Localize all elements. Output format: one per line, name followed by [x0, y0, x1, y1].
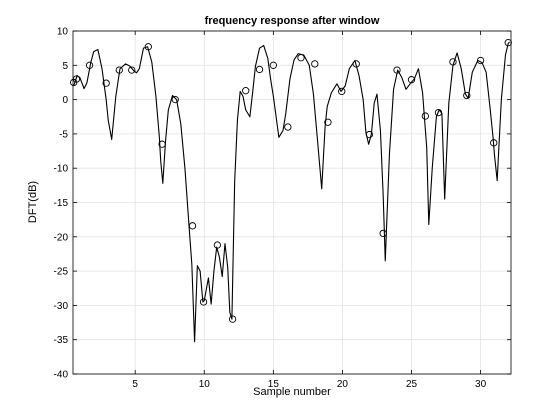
data-point-marker [393, 66, 401, 74]
x-tick-label: 10 [199, 379, 211, 390]
data-point-marker [213, 241, 222, 249]
data-point-marker [115, 66, 123, 74]
data-point-marker [188, 222, 197, 230]
data-point-marker [324, 118, 332, 126]
data-point-marker [284, 123, 292, 131]
data-point-marker [421, 112, 429, 120]
y-tick-label: 5 [62, 61, 68, 72]
x-tick-label: 30 [475, 379, 487, 390]
y-tick-label: -40 [54, 370, 69, 381]
data-point-marker [199, 298, 208, 306]
data-point-marker [407, 76, 416, 84]
y-axis-label: DFT(dB) [27, 181, 39, 223]
data-point-marker [311, 60, 319, 68]
chart-title: frequency response after window [205, 15, 380, 27]
y-tick-label: -15 [54, 198, 69, 209]
data-point-marker [365, 130, 374, 139]
data-point-marker [338, 87, 346, 96]
data-point-marker [228, 315, 237, 323]
data-point-marker [297, 54, 305, 62]
y-tick-label: -30 [54, 301, 69, 312]
x-tick-label: 25 [406, 379, 418, 390]
x-axis-label: Sample number [253, 386, 331, 398]
data-point-marker [242, 87, 250, 95]
axis-ticks: 5 10 15 20 25 30 10 5 0 -5 -10 -15 -20 -25 -30 -35 -40 [54, 27, 511, 390]
x-tick-label: 20 [337, 379, 349, 390]
y-tick-label: -25 [54, 267, 69, 278]
data-point-marker [102, 79, 110, 87]
data-point-marker [255, 65, 264, 74]
x-tick-label: 5 [132, 379, 138, 390]
data-point-marker [379, 229, 387, 238]
data-point-marker [504, 39, 512, 47]
data-point-marker [269, 61, 277, 69]
data-point-marker [449, 58, 457, 66]
y-tick-label: -35 [54, 335, 69, 346]
y-tick-label: -5 [59, 129, 68, 140]
data-point-marker [490, 139, 498, 147]
y-tick-label: -20 [54, 232, 69, 243]
data-point-marker [158, 140, 166, 148]
data-point-marker [171, 95, 179, 104]
data-point-marker [352, 60, 360, 68]
y-tick-label: 0 [62, 95, 68, 106]
data-point-marker [434, 108, 443, 117]
x-tick-label: 15 [268, 379, 280, 390]
data-point-marker [128, 66, 136, 74]
data-point-marker [144, 43, 152, 51]
series-marker-layer [70, 39, 512, 323]
y-tick-label: 10 [57, 27, 69, 38]
data-point-marker [85, 61, 94, 69]
data-point-marker [463, 91, 471, 100]
y-tick-label: -10 [54, 164, 69, 175]
data-point-marker [476, 56, 485, 65]
